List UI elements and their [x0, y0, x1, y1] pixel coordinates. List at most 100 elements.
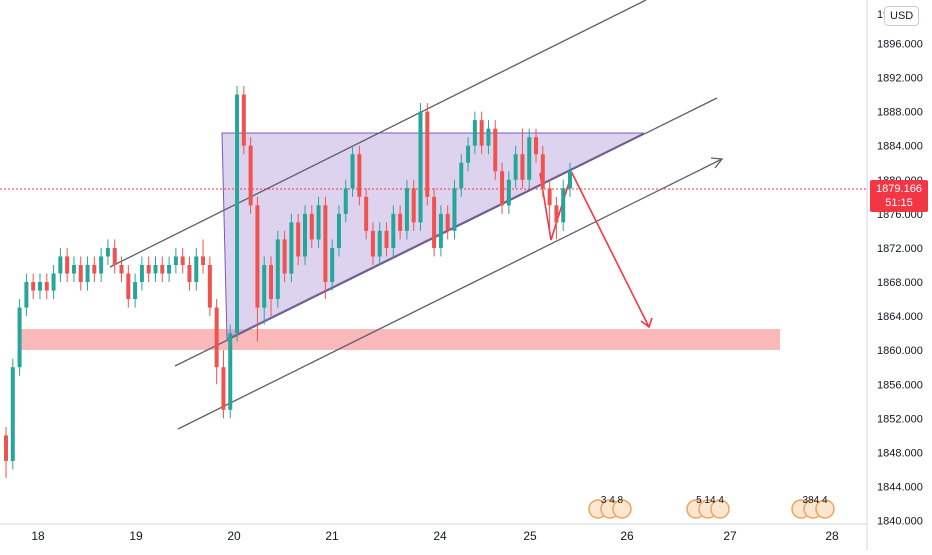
candle[interactable]	[4, 426, 8, 478]
candle[interactable]	[10, 358, 15, 470]
candle[interactable]	[269, 256, 274, 317]
candle[interactable]	[432, 188, 437, 257]
candle[interactable]	[221, 350, 226, 419]
candle[interactable]	[357, 145, 362, 206]
candle[interactable]	[513, 145, 518, 189]
candle-body	[180, 256, 185, 265]
candle[interactable]	[173, 247, 178, 274]
candle[interactable]	[160, 256, 165, 283]
candle[interactable]	[65, 247, 70, 283]
candle[interactable]	[37, 273, 42, 300]
projection-path[interactable]	[539, 170, 650, 328]
candle[interactable]	[493, 120, 498, 180]
candle[interactable]	[527, 128, 532, 189]
candle[interactable]	[520, 128, 525, 189]
candle[interactable]	[343, 179, 348, 223]
candle[interactable]	[126, 264, 131, 308]
candle[interactable]	[506, 171, 511, 214]
candle[interactable]	[534, 128, 539, 163]
candle[interactable]	[78, 256, 83, 291]
candle[interactable]	[500, 162, 505, 214]
candle[interactable]	[133, 273, 138, 308]
candle[interactable]	[459, 154, 464, 197]
candle[interactable]	[24, 273, 29, 317]
candle[interactable]	[167, 256, 172, 283]
candle[interactable]	[228, 324, 233, 419]
candle[interactable]	[214, 299, 219, 385]
candle[interactable]	[364, 188, 369, 240]
candle[interactable]	[112, 239, 117, 274]
candle[interactable]	[194, 247, 199, 291]
candle[interactable]	[418, 103, 423, 231]
candle[interactable]	[568, 162, 572, 197]
candle[interactable]	[92, 256, 97, 283]
support-zone[interactable]	[18, 329, 780, 350]
candle[interactable]	[296, 213, 301, 265]
candle[interactable]	[248, 137, 253, 214]
candle[interactable]	[438, 205, 443, 257]
candle[interactable]	[187, 256, 192, 291]
event-badges[interactable]: 3 4 8 5 14 4 384 4	[588, 495, 835, 519]
candle-body	[520, 154, 525, 180]
candle[interactable]	[472, 111, 477, 155]
candle[interactable]	[391, 205, 396, 257]
candle[interactable]	[235, 86, 240, 342]
candle[interactable]	[384, 222, 389, 257]
candle[interactable]	[180, 247, 185, 274]
candle[interactable]	[58, 247, 63, 283]
channel-lower-line[interactable]	[177, 158, 723, 430]
candle[interactable]	[316, 196, 321, 248]
candle[interactable]	[547, 179, 552, 231]
channel-middle-line[interactable]	[174, 97, 718, 367]
candle[interactable]	[44, 273, 49, 300]
candle[interactable]	[241, 86, 246, 155]
candle[interactable]	[105, 239, 110, 265]
candle[interactable]	[302, 205, 307, 265]
candle[interactable]	[452, 179, 457, 240]
candle[interactable]	[282, 230, 287, 283]
candle[interactable]	[554, 196, 559, 240]
candle[interactable]	[119, 256, 124, 283]
event-badge[interactable]: 3 4 8	[588, 495, 632, 519]
candle[interactable]	[71, 256, 76, 283]
candle[interactable]	[336, 205, 341, 257]
candle[interactable]	[289, 213, 294, 283]
channel-lower-arrowhead	[710, 157, 724, 169]
candle[interactable]	[330, 239, 335, 291]
currency-selector[interactable]: USD	[884, 6, 920, 26]
candle[interactable]	[479, 111, 484, 155]
candle[interactable]	[561, 179, 566, 231]
candle[interactable]	[425, 103, 430, 206]
candle[interactable]	[146, 256, 151, 283]
candle[interactable]	[17, 299, 22, 376]
candle[interactable]	[262, 256, 267, 325]
candle[interactable]	[153, 256, 158, 283]
candle[interactable]	[377, 222, 382, 265]
candle[interactable]	[370, 222, 375, 265]
candle[interactable]	[398, 205, 403, 240]
candles-layer[interactable]	[4, 86, 572, 478]
candle[interactable]	[139, 256, 144, 291]
candle[interactable]	[201, 239, 206, 274]
candle[interactable]	[486, 120, 491, 155]
candle[interactable]	[207, 256, 212, 317]
candle[interactable]	[411, 179, 416, 231]
candle[interactable]	[309, 205, 314, 248]
candle[interactable]	[323, 196, 328, 300]
candle[interactable]	[404, 179, 409, 240]
candle[interactable]	[445, 205, 450, 240]
candle[interactable]	[540, 145, 545, 197]
candle[interactable]	[275, 230, 280, 308]
candle[interactable]	[31, 273, 36, 300]
candle[interactable]	[255, 196, 260, 342]
candle[interactable]	[466, 137, 471, 172]
event-badge[interactable]: 5 14 4	[686, 495, 730, 519]
candle[interactable]	[51, 264, 56, 300]
candle[interactable]	[99, 247, 104, 283]
candle[interactable]	[85, 256, 90, 291]
event-badge[interactable]: 384 4	[791, 495, 835, 519]
candle[interactable]	[350, 145, 355, 197]
channel-upper-line[interactable]	[109, 0, 647, 268]
